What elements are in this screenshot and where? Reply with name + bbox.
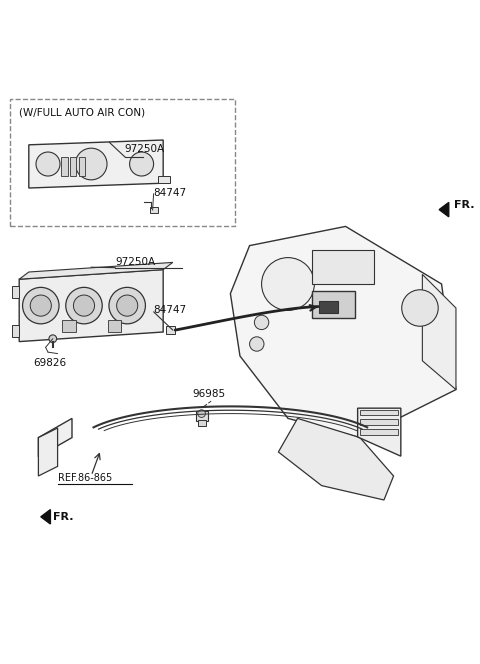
Circle shape [250,337,264,351]
Polygon shape [38,428,58,476]
Polygon shape [29,140,163,188]
Circle shape [262,258,314,310]
Text: 97250A: 97250A [125,144,165,155]
Circle shape [75,148,107,180]
Text: REF.86-865: REF.86-865 [58,473,112,483]
Circle shape [117,295,138,316]
Bar [360,410,398,416]
Bar [62,320,76,332]
Bar [360,419,398,425]
Text: 97250A: 97250A [115,257,156,267]
Polygon shape [422,274,456,390]
Bar [70,157,76,176]
Polygon shape [38,418,72,457]
Bar [12,325,19,337]
Polygon shape [19,270,163,341]
Bar [108,320,121,332]
Circle shape [49,335,57,343]
Bar [150,207,158,213]
Text: (W/FULL AUTO AIR CON): (W/FULL AUTO AIR CON) [19,108,145,118]
Bar [158,176,170,183]
Circle shape [198,410,205,418]
Polygon shape [278,418,394,500]
Circle shape [36,152,60,176]
Circle shape [109,288,145,324]
Bar [198,420,206,426]
Bar [319,301,338,313]
Polygon shape [439,203,449,217]
Bar [166,326,175,335]
Bar [360,429,398,434]
Circle shape [66,288,102,324]
Bar [196,411,208,421]
Circle shape [402,290,438,326]
Text: 84747: 84747 [154,188,187,198]
Bar [12,286,19,298]
Circle shape [30,295,51,316]
Text: FR.: FR. [53,512,73,522]
Circle shape [23,288,59,324]
Bar [79,157,85,176]
Circle shape [130,152,154,176]
Polygon shape [41,509,50,524]
Polygon shape [358,408,401,456]
Circle shape [254,315,269,329]
Circle shape [73,295,95,316]
Text: FR.: FR. [454,200,474,210]
Bar [312,291,355,317]
Bar [312,250,374,284]
Text: 84747: 84747 [154,305,187,315]
Text: 96985: 96985 [192,389,225,399]
Bar [10,99,235,226]
Bar [61,157,68,176]
Polygon shape [230,226,456,438]
Polygon shape [19,262,173,279]
Text: 69826: 69826 [34,359,67,369]
